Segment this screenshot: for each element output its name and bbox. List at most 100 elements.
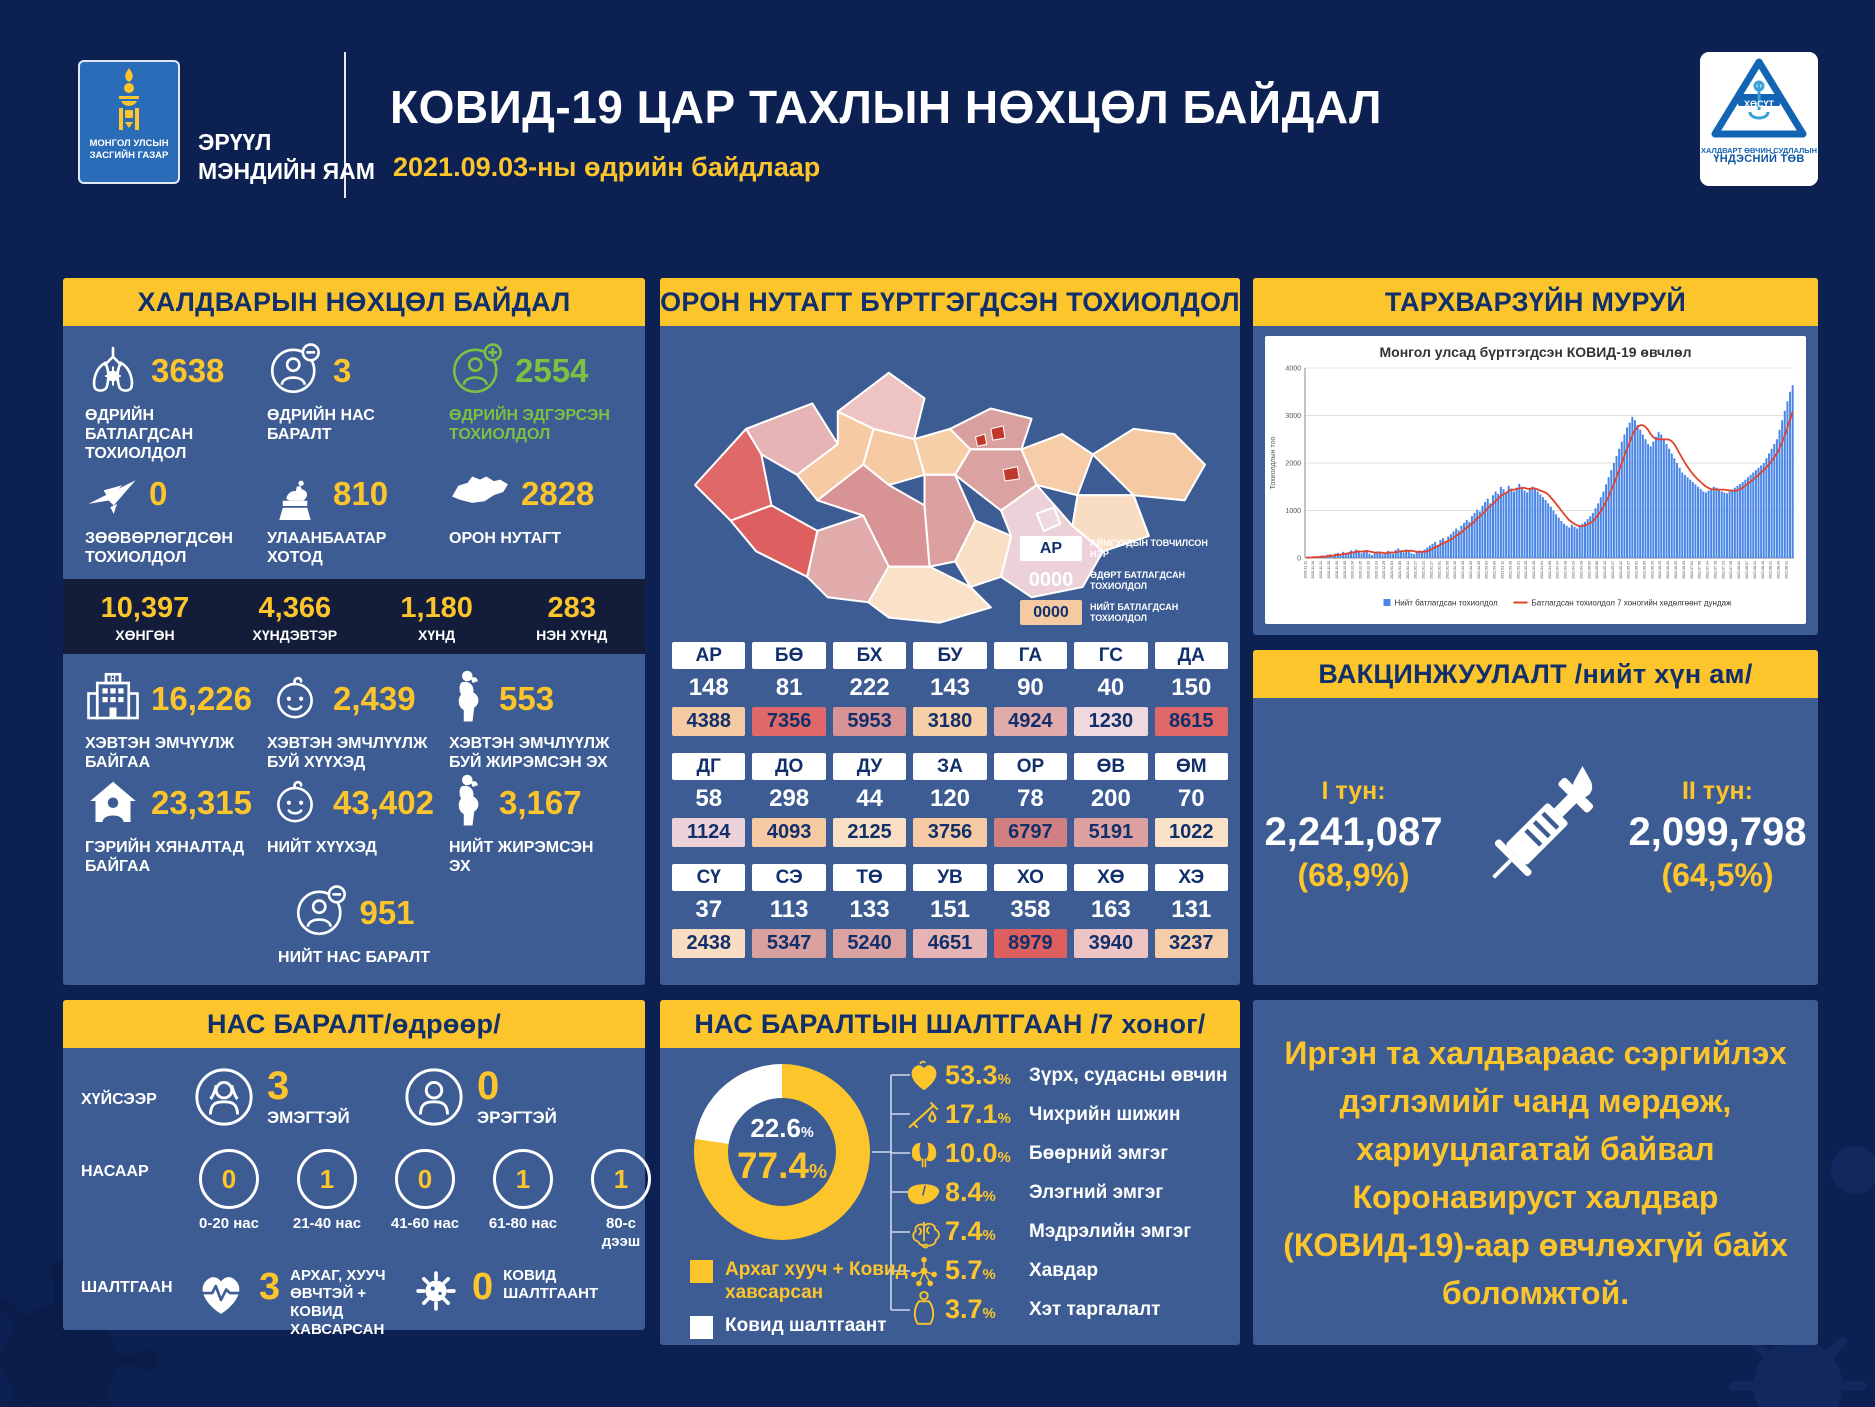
aimag-daily-cases: 81	[775, 674, 803, 701]
svg-text:2021.05.17: 2021.05.17	[1611, 561, 1615, 579]
stat-item: 3638 ӨДРИЙН БАТЛАГДСАН ТОХИОЛДОЛ	[85, 340, 259, 463]
svg-text:2020.12.24: 2020.12.24	[1374, 561, 1378, 579]
aimag-daily-cases: 58	[695, 785, 723, 812]
aimag-code: ХӨ	[1074, 864, 1148, 891]
severity-item: 4,366 ХҮНДЭВТЭР	[253, 592, 338, 643]
stat-label: ХЭВТЭН ЭМЧҮҮЛЖ БАЙГАА	[85, 735, 235, 771]
cause-row: 3.7% Хэт таргалалт	[903, 1290, 1232, 1329]
ncd-triangle-icon	[1711, 58, 1807, 138]
svg-text:2020.12.10: 2020.12.10	[1351, 561, 1355, 579]
svg-text:2020.11.30: 2020.11.30	[1335, 561, 1339, 579]
legend-daily-swatch: 0000	[1028, 569, 1074, 591]
aimag-daily-cases: 44	[856, 785, 883, 812]
aimag-daily-cases: 133	[849, 896, 890, 923]
epi-curve-panel: ТАРХВАРЗҮЙН МУРУЙ Монгол улсад бүртгэгдс…	[1253, 278, 1818, 635]
stat-label: ХЭВТЭН ЭМЧЛҮҮЛЖ БУЙ ЖИРЭМСЭН ЭХ	[449, 735, 610, 771]
aimag-total-cases: 1022	[1154, 818, 1228, 847]
map-legend: АР АЙМГУУДЫН ТОВЧИЛСОН НЭР 0000 ӨДӨРТ БАТ…	[1020, 536, 1228, 632]
svg-text:2021.06.01: 2021.06.01	[1635, 561, 1639, 579]
aimag-total-cases: 4093	[752, 818, 826, 847]
svg-text:2021.01.22: 2021.01.22	[1422, 561, 1426, 579]
cause-row: 7.4% Мэдрэлийн эмгэг	[903, 1212, 1232, 1251]
cause-row: 5.7% Хавдар	[903, 1251, 1232, 1290]
total-death-value: 951	[359, 894, 415, 931]
cause-row-label: ШАЛТГААН	[81, 1279, 173, 1296]
government-logo-caption: МОНГОЛ УЛСЫН ЗАСГИЙН ГАЗАР	[89, 138, 169, 161]
age-value: 0	[395, 1149, 455, 1209]
stat-value: 0	[149, 475, 168, 512]
death-causes-panel: НАС БАРАЛТЫН ШАЛТГААН /7 хоног/ 22.6% 77…	[660, 1000, 1240, 1345]
daily-stats-grid: 3638 ӨДРИЙН БАТЛАГДСАН ТОХИОЛДОЛ 3 ӨДРИЙ…	[63, 326, 645, 567]
svg-text:2021.01.12: 2021.01.12	[1406, 561, 1410, 579]
cause-percent: 10.0%	[945, 1138, 1011, 1168]
statue-icon	[267, 464, 323, 525]
advice-message: Иргэн та халдвараас сэргийлэх дэглэмийг …	[1283, 1034, 1788, 1311]
svg-text:2020.12.19: 2020.12.19	[1366, 561, 1370, 579]
severity-label: ХҮНДЭВТЭР	[252, 627, 338, 643]
brain-icon	[903, 1214, 945, 1250]
aimag-total-cases: 4651	[913, 929, 987, 958]
gender-label: ЭМЭГТЭЙ	[267, 1108, 350, 1127]
svg-text:2020.12.15: 2020.12.15	[1359, 561, 1363, 579]
svg-text:2020.11.11: 2020.11.11	[1303, 561, 1307, 578]
stat-value: 16,226	[151, 680, 252, 717]
map-legend-label: НИЙТ БАТЛАГДСАН ТОХИОЛДОЛ	[1090, 601, 1179, 623]
death-causes-panel-title: НАС БАРАЛТЫН ШАЛТГААН /7 хоног/	[660, 1000, 1240, 1048]
map-legend-item: 0000 ӨДӨРТ БАТЛАГДСАН ТОХИОЛДОЛ	[1020, 568, 1228, 593]
legend-swatch	[690, 1260, 713, 1283]
death-cause-label: КОВИД ШАЛТГААНТ	[503, 1267, 599, 1302]
aimag-code: УВ	[913, 864, 987, 891]
stat-value: 3	[333, 352, 352, 389]
aimag-daily-cases: 70	[1177, 785, 1205, 812]
svg-text:2021.01.17: 2021.01.17	[1414, 561, 1418, 579]
aimag-code: ГА	[993, 642, 1068, 669]
death-cause-value: 3	[259, 1266, 281, 1308]
total-death-label: НИЙТ НАС БАРАЛТ	[278, 949, 430, 966]
cause-percent: 53.3%	[945, 1060, 1011, 1090]
aimag-code: ДО	[752, 753, 826, 780]
ncd-center-logo: ХӨСҮТ ХАЛДВАРТ ӨВЧИН СУДЛАЛЫН ҮНДЭСНИЙ Т…	[1700, 52, 1818, 186]
region-tables: АР БӨ БХ БУ ГА ГС ДА 148 81 222 143 90 40 150 4388 7356…	[660, 638, 1240, 958]
aimag-daily-cases: 78	[1017, 785, 1044, 812]
svg-text:2021.02.01: 2021.02.01	[1437, 561, 1441, 579]
aimag-total-cases: 6797	[993, 818, 1068, 847]
aimag-code: ӨМ	[1154, 753, 1228, 780]
aimag-region-ӨМ	[867, 565, 992, 624]
care-stats-grid: H 16,226 ХЭВТЭН ЭМЧҮҮЛЖ БАЙГАА 2,439 ХЭВ…	[63, 654, 645, 876]
aimag-region-ГС	[1035, 506, 1062, 532]
svg-text:Нийт батлагдсан тохиолдол: Нийт батлагдсан тохиолдол	[1395, 599, 1498, 608]
svg-text:2021.06.15: 2021.06.15	[1658, 561, 1662, 579]
svg-text:2021.04.28: 2021.04.28	[1579, 561, 1583, 579]
aimag-daily-cases: 143	[929, 674, 971, 701]
aimag-daily-cases: 151	[929, 896, 971, 923]
svg-text:2021.05.27: 2021.05.27	[1627, 561, 1631, 579]
svg-text:2021.02.25: 2021.02.25	[1477, 561, 1481, 579]
svg-text:2021.03.11: 2021.03.11	[1501, 561, 1505, 579]
city-spot	[990, 425, 1006, 441]
infection-panel-title: ХАЛДВАРЫН НӨХЦӨЛ БАЙДАЛ	[63, 278, 645, 326]
aimag-total-cases: 4924	[993, 707, 1068, 736]
severity-value: 10,397	[100, 592, 190, 624]
aimag-daily-cases: 120	[929, 785, 971, 812]
pregnant-icon	[449, 669, 489, 730]
gender-row-label: ХҮЙСЭЭР	[81, 1090, 157, 1108]
cause-percent: 3.7%	[945, 1294, 996, 1324]
svg-text:2020.11.21: 2020.11.21	[1319, 561, 1323, 579]
stat-item: 3 ӨДРИЙН НАС БАРАЛТ	[267, 340, 441, 463]
svg-text:2021.05.12: 2021.05.12	[1603, 561, 1607, 579]
aimag-code: СЭ	[752, 864, 826, 891]
hospital-icon: H	[85, 669, 141, 730]
age-stat: 1 80-с дээш	[585, 1149, 657, 1251]
epi-curve-panel-title: ТАРХВАРЗҮЙН МУРУЙ	[1253, 278, 1818, 326]
baby-icon	[267, 669, 323, 730]
aimag-daily-cases: 40	[1097, 674, 1125, 701]
age-label: 41-60 нас	[390, 1215, 460, 1232]
map-legend-label: ӨДӨРТ БАТЛАГДСАН ТОХИОЛДОЛ	[1090, 569, 1186, 591]
svg-text:4000: 4000	[1285, 366, 1301, 373]
age-stat: 0 41-60 нас	[389, 1149, 461, 1251]
svg-text:2021.08.02: 2021.08.02	[1737, 561, 1741, 579]
regions-panel-title: ОРОН НУТАГТ БҮРТГЭГДСЭН ТОХИОЛДОЛ	[660, 278, 1240, 326]
cause-percent: 17.1%	[945, 1099, 1011, 1129]
dose-2-stat: II тун: 2,099,798 (64,5%)	[1629, 777, 1807, 894]
aimag-code: ХО	[993, 864, 1068, 891]
